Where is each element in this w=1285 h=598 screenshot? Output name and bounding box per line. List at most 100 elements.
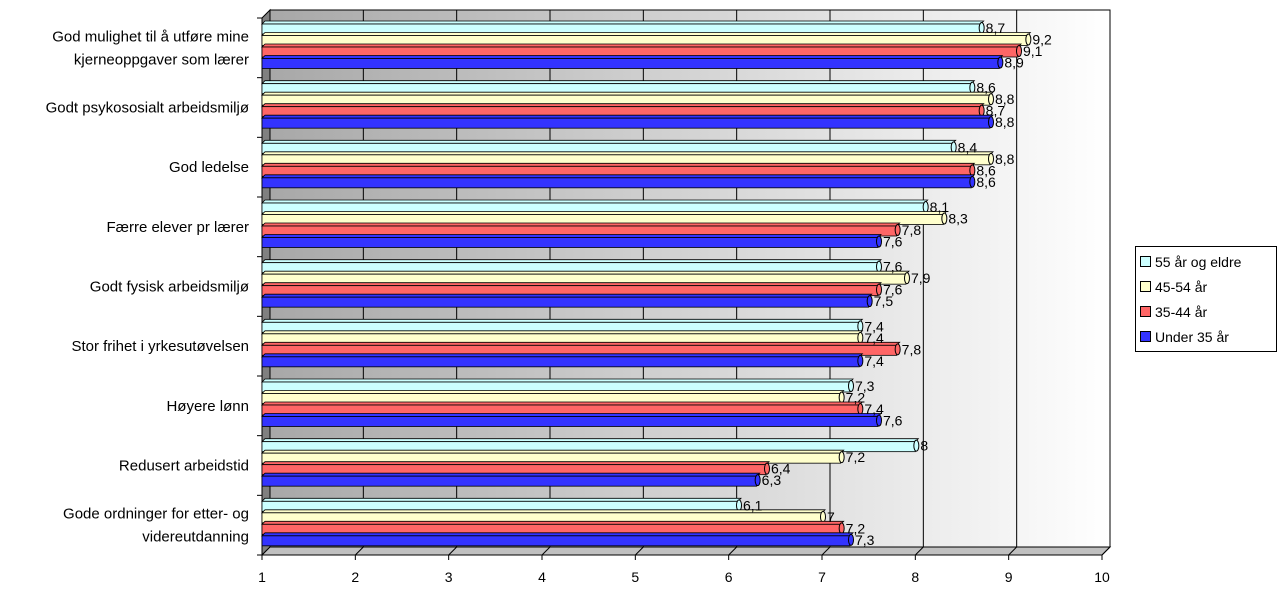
bar (261, 472, 761, 487)
bar (261, 32, 1032, 46)
gridline-floor (1101, 546, 1111, 556)
bar (261, 80, 976, 95)
category-label: Stor frihet i yrkesutøvelsen (71, 338, 249, 355)
data-label: 8,6 (976, 80, 996, 96)
data-label: 7,6 (883, 259, 903, 275)
gridline-floor (354, 546, 364, 556)
data-label: 8,8 (995, 114, 1015, 130)
category-label: Godt fysisk arbeidsmiljø (90, 279, 249, 296)
data-label: 7,8 (902, 341, 922, 357)
bar (261, 162, 976, 177)
category-label: God ledelse (169, 159, 249, 176)
data-label: 7,6 (883, 413, 903, 429)
data-label: 7,2 (846, 520, 866, 536)
bar (261, 282, 882, 297)
legend-label: 35-44 år (1155, 303, 1208, 320)
data-label: 7,4 (864, 318, 884, 334)
bar (261, 353, 864, 368)
bar (261, 390, 845, 404)
legend-swatch (1140, 331, 1151, 342)
bar (261, 497, 742, 512)
data-label: 6,4 (771, 461, 791, 477)
data-label: 7,6 (883, 234, 903, 250)
x-tick-label: 10 (1094, 569, 1110, 585)
data-label: 7,8 (902, 222, 922, 238)
bar (261, 270, 910, 285)
bar (261, 234, 882, 248)
category-label: Høyere lønn (166, 398, 249, 415)
bar (261, 174, 976, 189)
bar (261, 520, 845, 535)
category-label: Færre elever pr lærer (106, 219, 249, 236)
data-label: 8,1 (930, 199, 950, 215)
data-label: 7,4 (864, 353, 884, 369)
legend-swatch (1140, 281, 1151, 292)
bar (261, 55, 1004, 69)
data-label: 7,4 (864, 330, 884, 346)
legend-label: 55 år og eldre (1155, 253, 1242, 270)
bar (261, 211, 948, 225)
bar (261, 222, 901, 237)
x-tick-label: 2 (351, 569, 359, 585)
bar (261, 378, 854, 393)
data-label: 8,6 (976, 162, 996, 178)
bar (261, 199, 929, 214)
bar (261, 401, 864, 416)
x-tick-label: 5 (631, 569, 639, 585)
legend-label: 45-54 år (1155, 278, 1208, 295)
data-label: 6,3 (762, 472, 782, 488)
data-label: 7,6 (883, 282, 903, 298)
legend-item: Under 35 år (1140, 324, 1272, 349)
data-label: 7,3 (855, 378, 875, 394)
gridline-floor (541, 546, 551, 556)
data-label: 9,1 (1023, 43, 1043, 59)
bar (261, 532, 854, 547)
gridline-floor (821, 546, 831, 556)
data-label: 8,7 (986, 103, 1006, 119)
data-label: 7,4 (864, 401, 884, 417)
bar (261, 103, 985, 118)
bar (261, 438, 920, 453)
data-label: 7 (827, 509, 835, 525)
legend-swatch (1140, 256, 1151, 267)
legend-item: 35-44 år (1140, 299, 1272, 324)
bar (261, 341, 901, 356)
data-label: 8,3 (948, 211, 968, 227)
bar (261, 20, 985, 35)
data-label: 9,2 (1032, 32, 1052, 48)
x-tick-label: 6 (725, 569, 733, 585)
data-label: 8,9 (1004, 55, 1024, 71)
gridline-floor (634, 546, 644, 556)
data-label: 8,8 (995, 151, 1015, 167)
legend-label: Under 35 år (1155, 328, 1229, 345)
x-tick-label: 4 (538, 569, 546, 585)
data-label: 7,2 (846, 449, 866, 465)
data-label: 8,4 (958, 139, 978, 155)
bar (261, 330, 864, 345)
category-label: Godt psykososialt arbeidsmiljø (46, 100, 249, 117)
category-label: God mulighet til å utføre mine kjerneoppg… (52, 28, 249, 68)
data-label: 7,2 (846, 390, 866, 406)
x-tick-label: 3 (445, 569, 453, 585)
legend-swatch (1140, 306, 1151, 317)
bar (261, 151, 994, 166)
bar (261, 43, 1022, 58)
bar (261, 318, 864, 333)
bar (261, 139, 957, 154)
gridline-floor (448, 546, 458, 556)
bar (261, 259, 882, 274)
category-label: Redusert arbeidstid (119, 458, 249, 475)
x-tick-label: 8 (911, 569, 919, 585)
data-label: 8,7 (986, 20, 1006, 36)
data-label: 7,5 (874, 293, 894, 309)
legend-item: 55 år og eldre (1140, 249, 1272, 274)
data-label: 6,1 (743, 497, 763, 513)
x-tick-label: 1 (258, 569, 266, 585)
bar (261, 461, 770, 476)
gridline-floor (1008, 546, 1018, 556)
x-tick-label: 9 (1005, 569, 1013, 585)
plot-floor (260, 546, 1112, 556)
category-label: Gode ordninger for etter- og videreutdann… (63, 506, 249, 546)
